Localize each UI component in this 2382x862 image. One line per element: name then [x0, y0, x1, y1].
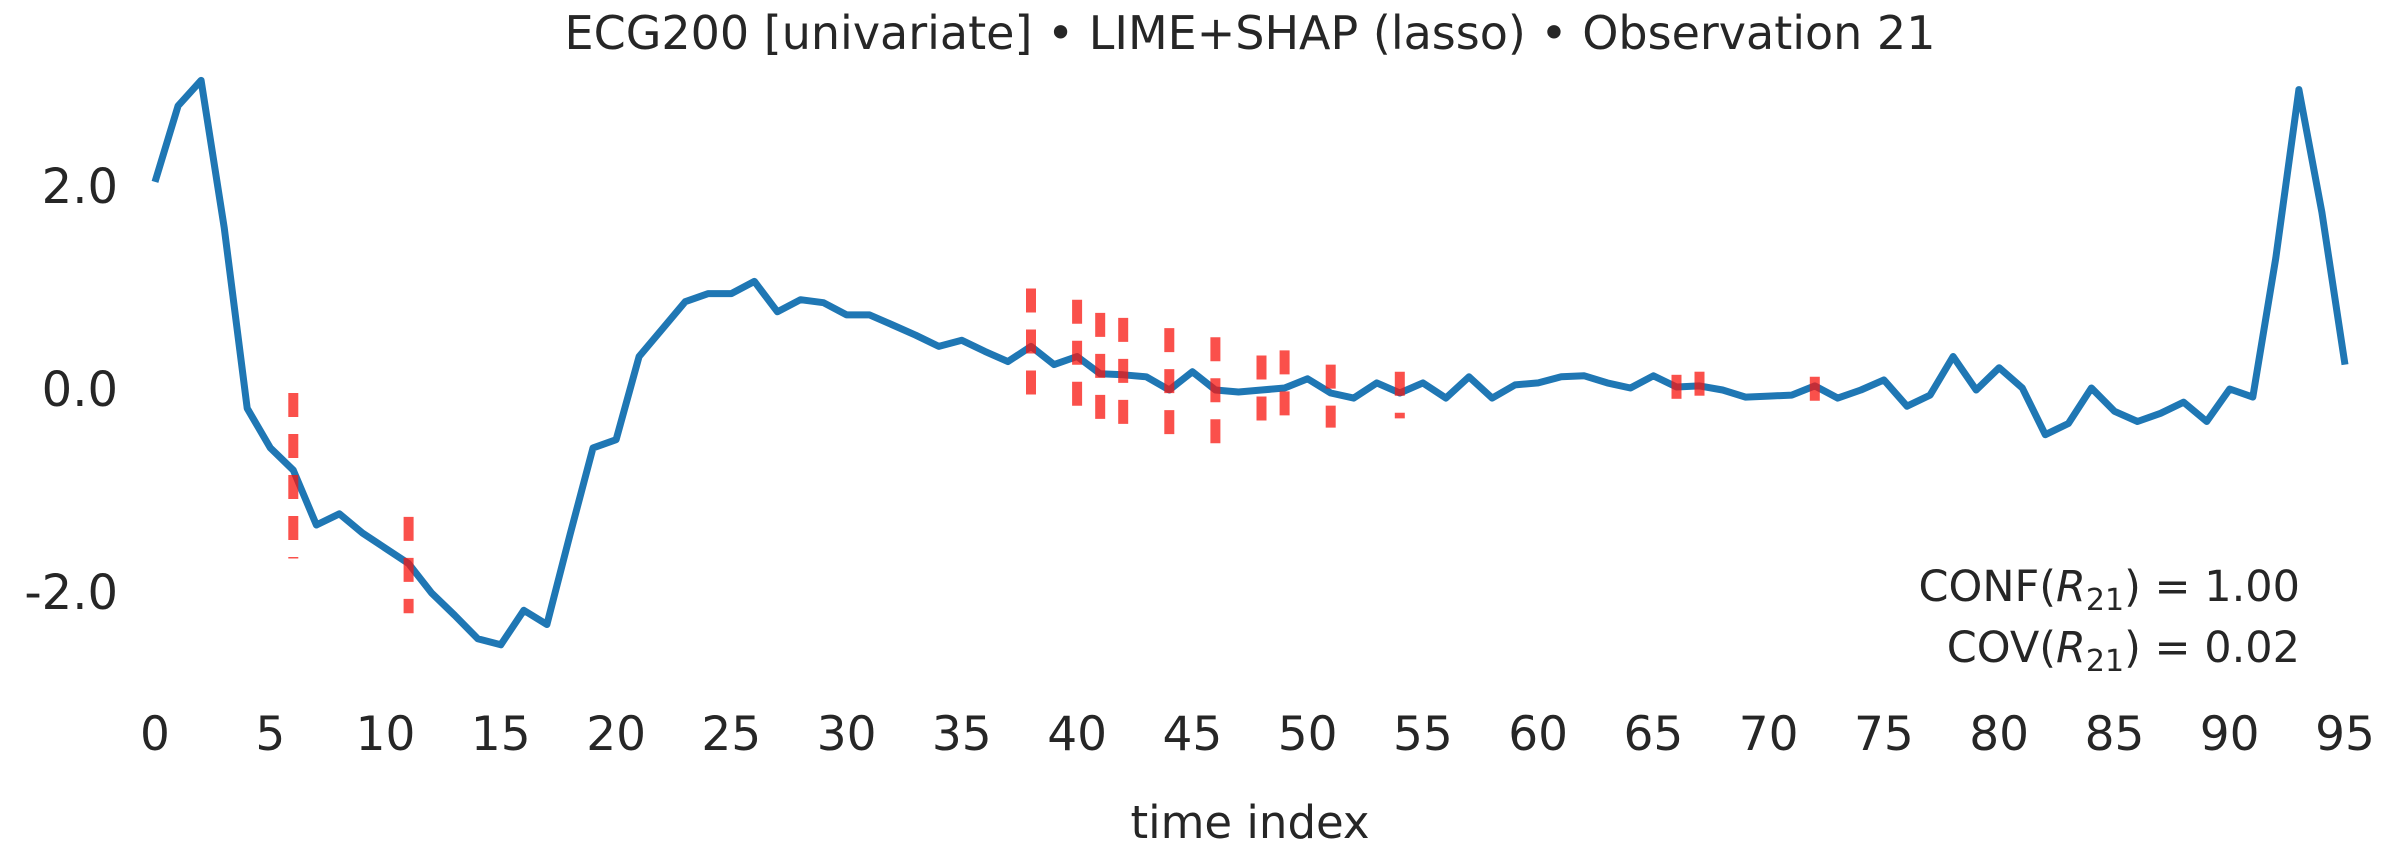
y-tick-label: 2.0 — [42, 159, 118, 215]
conf-suffix: ) = 1.00 — [2124, 562, 2300, 612]
x-axis-label: time index — [1130, 796, 1370, 849]
x-tick-label: 5 — [255, 707, 285, 762]
x-tick-label: 70 — [1739, 707, 1799, 762]
x-tick-label: 65 — [1623, 707, 1683, 762]
confidence-annotation: CONF(R21) = 1.00 — [1918, 566, 2300, 616]
x-tick-label: 20 — [586, 707, 646, 762]
x-tick-label: 40 — [1047, 707, 1107, 762]
timeseries-line — [151, 76, 2349, 649]
cov-subscript: 21 — [2085, 644, 2125, 679]
x-tick-label: 90 — [2200, 707, 2260, 762]
x-tick-label: 75 — [1854, 707, 1914, 762]
coverage-annotation: COV(R21) = 0.02 — [1947, 627, 2300, 677]
conf-prefix: CONF( — [1918, 562, 2057, 612]
x-tick-label: 60 — [1508, 707, 1568, 762]
cov-variable: R — [2056, 623, 2086, 673]
chart-title: ECG200 [univariate] • LIME+SHAP (lasso) … — [564, 6, 1936, 60]
x-tick-label: 25 — [701, 707, 761, 762]
cov-suffix: ) = 0.02 — [2124, 623, 2300, 673]
x-tick-label: 95 — [2315, 707, 2375, 762]
conf-variable: R — [2056, 562, 2086, 612]
conf-subscript: 21 — [2085, 583, 2125, 618]
x-tick-label: 30 — [817, 707, 877, 762]
x-tick-label: 85 — [2085, 707, 2145, 762]
x-tick-label: 80 — [1969, 707, 2029, 762]
x-tick-label: 55 — [1393, 707, 1453, 762]
x-tick-label: 35 — [932, 707, 992, 762]
x-tick-label: 45 — [1162, 707, 1222, 762]
x-tick-label: 50 — [1278, 707, 1338, 762]
x-tick-label: 15 — [471, 707, 531, 762]
y-tick-label: 0.0 — [42, 362, 118, 418]
x-tick-label: 0 — [140, 707, 170, 762]
y-tick-label: -2.0 — [24, 565, 118, 621]
x-tick-label: 10 — [356, 707, 416, 762]
cov-prefix: COV( — [1946, 623, 2057, 673]
